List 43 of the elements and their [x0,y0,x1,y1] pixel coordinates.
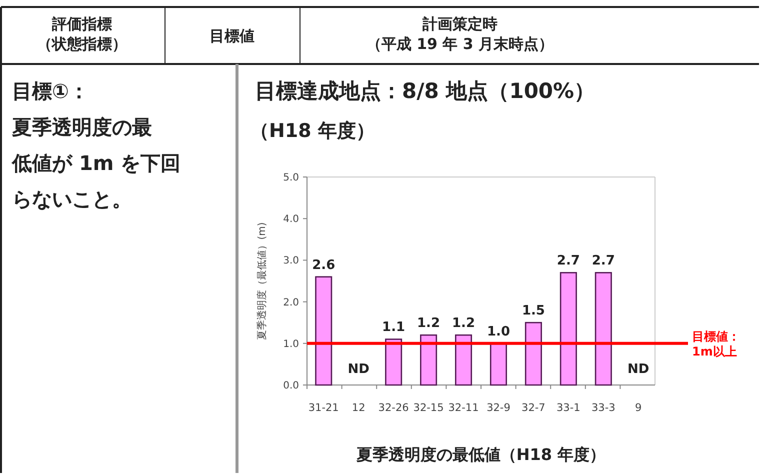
x-tick-label: 12 [352,402,366,414]
y-axis-title: 夏季透明度（最低値）(m) [256,222,268,340]
y-tick-label: 3.0 [283,256,299,267]
x-tick-label: 33-3 [591,402,616,414]
x-tick-label: 33-1 [556,402,580,414]
x-tick-label: 32-9 [486,402,510,414]
data-label: 1.0 [486,324,510,340]
text: 目標①：夏季透明度の最低値が 1m を下回らないこと。 [11,79,181,211]
chart-subtitle: （H18 年度） [250,120,375,142]
text: 評価指標（状態指標） [37,15,127,53]
x-tick-label: 32-7 [522,402,546,414]
data-label: 2.6 [312,258,336,273]
x-tick-label: 9 [635,402,642,414]
y-tick-label: 4.0 [283,214,299,226]
data-label: 1.5 [522,304,545,319]
data-label: 1.1 [382,320,406,336]
bar [454,334,472,386]
y-tick-label: 0.0 [283,380,299,392]
text: ND [348,362,370,377]
chart-title: 目標達成地点：8/8 地点（100%） [255,79,596,103]
x-tick-label: 32-11 [448,402,479,414]
text: ND [628,362,650,377]
data-label: 2.7 [592,254,615,269]
bar [490,342,508,386]
x-tick-label: 31-21 [308,402,339,414]
x-tick-label: 32-26 [378,402,410,414]
data-label: 1.2 [417,316,440,332]
bar [560,272,577,386]
bar [385,338,402,386]
bar [420,334,438,386]
data-label: 2.7 [556,254,580,269]
x-axis-title: 夏季透明度の最低値（H18 年度） [355,445,606,464]
y-tick-label: 5.0 [283,172,299,184]
y-tick-label: 1.0 [283,338,299,350]
ref-line-label: 目標値：1m以上 [692,329,740,358]
bar [524,322,542,386]
bar [594,272,612,386]
text: 目標値 [210,27,254,45]
bar [315,276,332,386]
data-label: 1.2 [452,316,476,332]
text: 計画策定時（平成 19 年 3 月末時点） [366,15,554,53]
y-tick-label: 2.0 [283,297,299,308]
x-tick-label: 32-15 [413,402,444,414]
